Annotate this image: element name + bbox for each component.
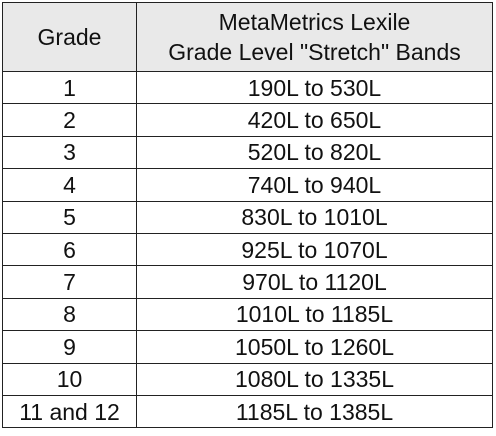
table-row: 5 830L to 1010L: [2, 200, 493, 234]
table-row: 7 970L to 1120L: [2, 265, 493, 299]
grade-cell: 11 and 12: [2, 394, 137, 429]
table-row: 2 420L to 650L: [2, 103, 493, 137]
band-cell: 830L to 1010L: [136, 200, 493, 234]
band-cell: 520L to 820L: [136, 135, 493, 170]
band-header: MetaMetrics Lexile Grade Level "Stretch"…: [136, 2, 493, 72]
table-row: 10 1080L to 1335L: [2, 362, 493, 396]
table-row: 11 and 12 1185L to 1385L: [2, 394, 493, 429]
grade-cell: 4: [2, 168, 137, 202]
lexile-table: Grade MetaMetrics Lexile Grade Level "St…: [2, 2, 493, 429]
grade-cell: 1: [2, 70, 137, 105]
band-header-line1: MetaMetrics Lexile: [218, 9, 411, 35]
grade-cell: 10: [2, 362, 137, 396]
table-row: 6 925L to 1070L: [2, 232, 493, 267]
table-row: 8 1010L to 1185L: [2, 297, 493, 332]
grade-cell: 9: [2, 330, 137, 364]
grade-cell: 7: [2, 265, 137, 299]
band-cell: 1080L to 1335L: [136, 362, 493, 396]
band-cell: 190L to 530L: [136, 70, 493, 105]
grade-cell: 6: [2, 232, 137, 267]
band-cell: 970L to 1120L: [136, 265, 493, 299]
band-cell: 925L to 1070L: [136, 232, 493, 267]
band-cell: 1010L to 1185L: [136, 297, 493, 332]
grade-cell: 8: [2, 297, 137, 332]
grade-cell: 3: [2, 135, 137, 170]
table-row: 4 740L to 940L: [2, 168, 493, 202]
table-row: 1 190L to 530L: [2, 70, 493, 105]
grade-header: Grade: [2, 2, 137, 72]
table-row: 9 1050L to 1260L: [2, 330, 493, 364]
header-row: Grade MetaMetrics Lexile Grade Level "St…: [2, 2, 493, 72]
band-cell: 1185L to 1385L: [136, 394, 493, 429]
band-cell: 740L to 940L: [136, 168, 493, 202]
table-row: 3 520L to 820L: [2, 135, 493, 170]
band-header-line2: Grade Level "Stretch" Bands: [168, 39, 461, 65]
band-cell: 420L to 650L: [136, 103, 493, 137]
grade-cell: 2: [2, 103, 137, 137]
band-cell: 1050L to 1260L: [136, 330, 493, 364]
grade-cell: 5: [2, 200, 137, 234]
